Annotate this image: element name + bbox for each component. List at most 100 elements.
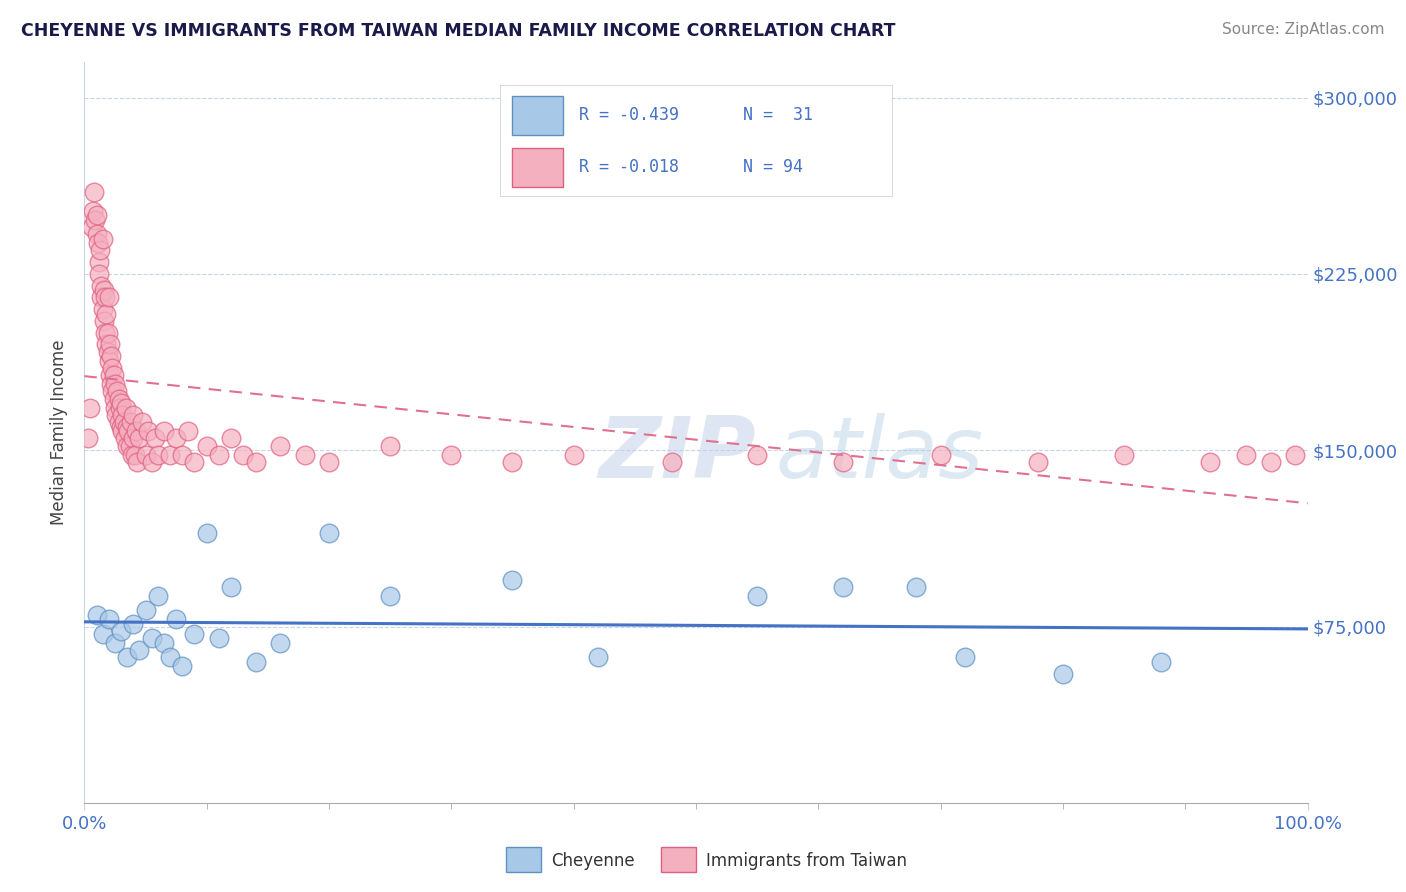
Point: [232, 448, 254, 462]
Point: [440, 448, 463, 462]
Point: [87, 267, 110, 281]
Point: [131, 415, 153, 429]
Point: [87, 236, 110, 251]
Point: [380, 438, 402, 452]
Point: [562, 448, 585, 462]
Point: [1028, 455, 1050, 469]
Point: [107, 415, 129, 429]
Point: [195, 525, 218, 540]
Point: [159, 650, 181, 665]
Point: [83, 185, 105, 199]
Point: [122, 408, 145, 422]
Point: [122, 617, 145, 632]
Point: [269, 636, 291, 650]
Point: [87, 255, 110, 269]
Point: [93, 314, 115, 328]
Point: [103, 392, 125, 406]
Point: [124, 448, 146, 462]
Text: Cheyenne: Cheyenne: [551, 852, 634, 870]
Point: [104, 377, 127, 392]
Point: [661, 455, 683, 469]
Point: [953, 650, 976, 665]
Point: [114, 432, 136, 446]
Point: [208, 448, 231, 462]
Text: Immigrants from Taiwan: Immigrants from Taiwan: [706, 852, 907, 870]
Point: [115, 419, 138, 434]
Point: [79, 401, 101, 415]
Point: [90, 290, 112, 304]
Point: [146, 448, 169, 462]
Point: [1284, 448, 1306, 462]
Point: [269, 438, 291, 452]
Point: [380, 589, 402, 603]
Point: [177, 425, 200, 439]
Point: [97, 344, 120, 359]
Point: [101, 361, 124, 376]
Point: [94, 290, 117, 304]
Point: [294, 448, 316, 462]
Point: [108, 401, 131, 415]
Point: [97, 290, 120, 304]
Point: [136, 425, 159, 439]
Point: [165, 432, 187, 446]
Point: [96, 307, 118, 321]
Point: [1150, 655, 1173, 669]
Point: [747, 589, 769, 603]
Point: [115, 650, 138, 665]
Point: [105, 408, 128, 422]
Point: [831, 455, 853, 469]
Point: [1260, 455, 1282, 469]
Point: [141, 455, 163, 469]
Point: [90, 278, 112, 293]
Point: [143, 432, 166, 446]
Point: [905, 580, 928, 594]
Point: [111, 408, 134, 422]
Point: [586, 650, 609, 665]
Point: [135, 603, 157, 617]
Point: [110, 419, 132, 434]
Point: [107, 392, 129, 406]
Point: [112, 415, 135, 429]
Point: [318, 455, 340, 469]
Point: [219, 432, 242, 446]
Point: [100, 349, 122, 363]
Point: [502, 573, 524, 587]
Point: [94, 326, 117, 340]
Point: [141, 632, 163, 646]
Point: [1052, 666, 1074, 681]
Point: [84, 213, 107, 227]
Point: [118, 438, 141, 452]
Point: [245, 655, 267, 669]
Point: [208, 632, 231, 646]
Point: [115, 438, 138, 452]
Point: [117, 425, 139, 439]
Point: [159, 448, 181, 462]
Point: [1198, 455, 1220, 469]
Point: [97, 612, 120, 626]
Point: [80, 219, 103, 234]
Point: [98, 368, 121, 382]
Point: [183, 626, 205, 640]
Point: [111, 425, 134, 439]
Point: [110, 624, 132, 639]
Point: [1236, 448, 1258, 462]
Point: [121, 448, 143, 462]
Point: [172, 659, 194, 673]
Point: [104, 401, 127, 415]
Point: [245, 455, 267, 469]
Point: [97, 326, 120, 340]
Point: [100, 377, 122, 392]
Point: [122, 432, 145, 446]
Point: [91, 232, 114, 246]
Point: [91, 302, 114, 317]
Point: [110, 396, 132, 410]
Point: [86, 227, 108, 241]
Point: [91, 626, 114, 640]
Point: [77, 432, 100, 446]
Point: [104, 636, 127, 650]
Point: [96, 337, 118, 351]
Point: [86, 208, 108, 222]
Point: [98, 337, 121, 351]
Point: [219, 580, 242, 594]
Point: [82, 203, 104, 218]
